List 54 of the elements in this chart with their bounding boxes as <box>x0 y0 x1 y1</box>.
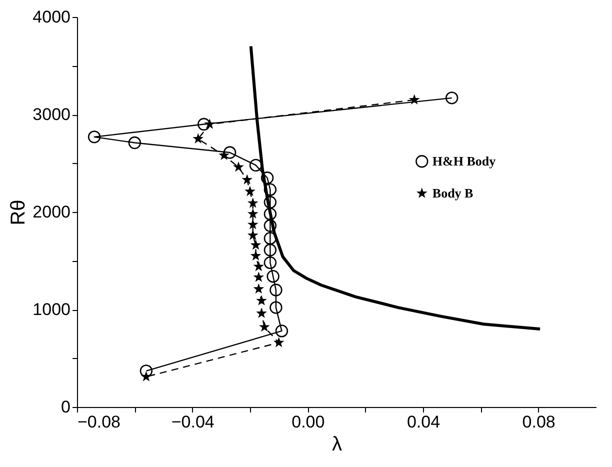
point <box>264 208 277 220</box>
point <box>249 158 262 172</box>
point <box>198 118 210 131</box>
point <box>270 284 282 296</box>
point <box>250 239 262 250</box>
point <box>253 272 264 282</box>
point <box>253 260 264 272</box>
point <box>264 196 277 209</box>
point <box>264 219 277 232</box>
point <box>408 94 420 104</box>
point <box>264 256 277 270</box>
point <box>223 146 236 159</box>
x-tick-label: 0.00 <box>292 412 325 432</box>
point <box>264 244 277 256</box>
legend-label: Body B <box>432 185 474 200</box>
point <box>247 208 258 219</box>
point <box>256 308 267 318</box>
point <box>128 136 142 150</box>
point <box>256 295 267 306</box>
y-tick-label: 0 <box>61 398 70 416</box>
y-tick-label: 4000 <box>32 8 70 26</box>
point <box>247 198 258 208</box>
point <box>270 301 282 314</box>
point <box>140 364 153 378</box>
point <box>244 186 256 196</box>
point <box>264 183 277 196</box>
x-tick-label: 0.04 <box>406 412 440 432</box>
point <box>260 172 274 184</box>
y-tick-label: 3000 <box>32 105 70 124</box>
point <box>253 283 264 294</box>
legend-label: H&H Body <box>432 153 496 168</box>
y-tick-label: 2000 <box>32 202 70 222</box>
point <box>192 133 204 144</box>
x-axis-title: λ <box>332 434 342 456</box>
x-tick-label: −0.04 <box>171 412 214 432</box>
y-tick-label: 1000 <box>32 300 70 319</box>
point <box>266 270 280 283</box>
point <box>233 161 244 172</box>
point <box>247 230 258 240</box>
point <box>250 250 262 260</box>
x-tick-label: 0.08 <box>522 412 556 432</box>
point <box>242 174 253 184</box>
point <box>204 118 216 129</box>
point <box>140 371 152 382</box>
point <box>88 130 101 144</box>
point <box>264 232 277 245</box>
point <box>275 324 288 338</box>
point <box>445 92 458 104</box>
point <box>247 218 258 230</box>
point <box>273 336 284 348</box>
point <box>258 321 270 332</box>
point <box>218 150 230 160</box>
x-tick-label: −0.08 <box>78 412 121 432</box>
y-axis-title: Rθ <box>8 200 30 226</box>
